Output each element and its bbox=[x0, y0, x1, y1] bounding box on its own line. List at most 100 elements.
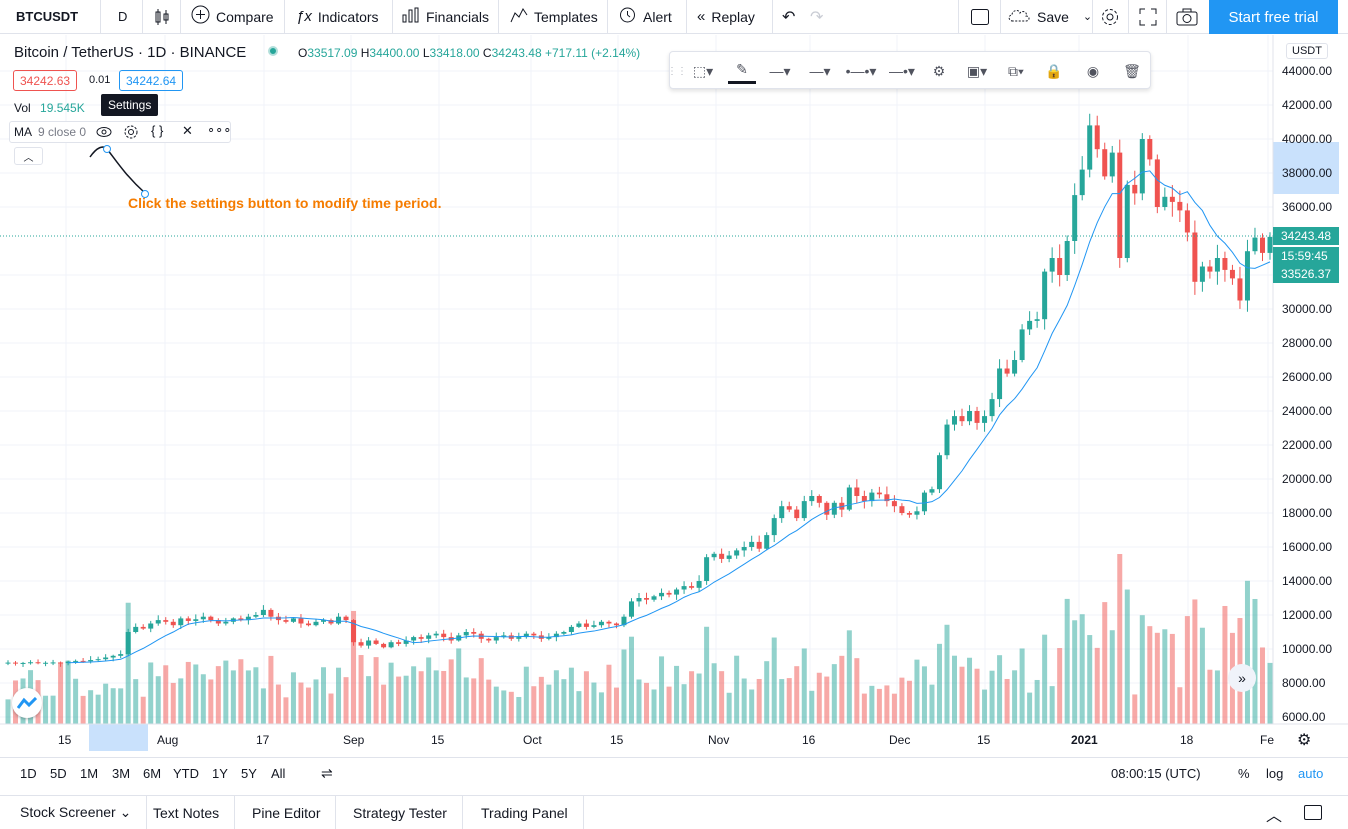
source-code-icon[interactable]: { } bbox=[151, 123, 164, 138]
visual-order-icon[interactable]: ▣▾ bbox=[966, 62, 988, 79]
currency-label[interactable]: USDT bbox=[1286, 43, 1328, 59]
range-ytd[interactable]: YTD bbox=[173, 766, 199, 781]
percent-toggle[interactable]: % bbox=[1238, 766, 1250, 781]
more-icon[interactable]: ∘∘∘ bbox=[207, 122, 232, 137]
chevron-down-icon[interactable]: ⌄ bbox=[1082, 11, 1093, 23]
interval-button[interactable]: D bbox=[118, 9, 128, 24]
price-chart[interactable]: 44000.00 42000.00 40000.00 38000.00 36000.00… bbox=[0, 35, 1348, 755]
axis-settings-icon[interactable]: ⚙ bbox=[1297, 732, 1312, 749]
camera-icon[interactable] bbox=[1176, 0, 1198, 33]
alert-button[interactable]: Alert bbox=[618, 0, 672, 33]
volume-bar bbox=[523, 666, 529, 724]
chevron-up-icon[interactable]: ︿ bbox=[1266, 808, 1283, 825]
template-icon[interactable]: ⬚▾ bbox=[692, 62, 714, 79]
volume-bar bbox=[1214, 670, 1220, 724]
pencil-icon[interactable]: ✎ bbox=[728, 58, 756, 84]
candle-body bbox=[1154, 159, 1160, 207]
fullscreen-icon[interactable] bbox=[1139, 0, 1157, 33]
line-style-icon[interactable]: •—•▾ bbox=[845, 62, 877, 79]
range-6m[interactable]: 6M bbox=[143, 766, 162, 781]
eye-icon[interactable] bbox=[96, 125, 112, 142]
tab-stock-screener[interactable]: Stock Screener ⌄ bbox=[5, 796, 148, 829]
indicators-button[interactable]: ƒx Indicators bbox=[296, 0, 379, 33]
line-width-icon[interactable]: —▾ bbox=[809, 62, 831, 79]
start-free-trial-button[interactable]: Start free trial bbox=[1209, 0, 1338, 34]
financials-button[interactable]: Financials bbox=[402, 0, 489, 33]
tab-trading-panel[interactable]: Trading Panel bbox=[466, 796, 584, 829]
candles-icon[interactable] bbox=[154, 0, 170, 33]
line-end-icon[interactable]: —•▾ bbox=[889, 62, 915, 79]
candle-body bbox=[1094, 125, 1100, 150]
candle-body bbox=[305, 623, 311, 626]
buy-price[interactable]: 34242.64 bbox=[119, 70, 184, 91]
symbol-title[interactable]: Bitcoin / TetherUS · 1D · BINANCE bbox=[14, 44, 247, 61]
candle-body bbox=[801, 501, 807, 519]
volume-bar bbox=[839, 655, 845, 724]
compare-button[interactable]: Compare bbox=[191, 0, 274, 33]
candle-body bbox=[869, 492, 875, 502]
volume-bar bbox=[478, 658, 484, 724]
time-label: Oct bbox=[523, 733, 542, 747]
range-all[interactable]: All bbox=[271, 766, 286, 781]
range-1m[interactable]: 1M bbox=[80, 766, 99, 781]
volume-bar bbox=[1244, 580, 1250, 724]
clone-icon[interactable]: ⧉▾ bbox=[1008, 62, 1024, 79]
tradingview-logo-icon[interactable] bbox=[12, 688, 42, 718]
maximize-panel-icon[interactable] bbox=[1304, 805, 1322, 820]
undo-icon[interactable]: ↶ bbox=[782, 8, 796, 26]
collapse-legend-button[interactable]: ︿ bbox=[14, 147, 43, 165]
auto-toggle[interactable]: auto bbox=[1298, 766, 1324, 781]
candle-body bbox=[1177, 201, 1183, 211]
candle-body bbox=[13, 662, 19, 664]
volume-bar bbox=[358, 655, 364, 724]
price-label: 18000.00 bbox=[1282, 506, 1332, 520]
volume-bar bbox=[891, 693, 897, 724]
volume-bar bbox=[493, 686, 499, 724]
symbol-search[interactable]: BTCUSDT bbox=[16, 9, 79, 24]
drag-handle-icon[interactable]: ⋮⋮ bbox=[667, 65, 687, 77]
volume-bar bbox=[336, 667, 342, 724]
volume-bar bbox=[674, 665, 680, 724]
date-range-icon[interactable]: ⇌ bbox=[321, 765, 333, 781]
volume-bar bbox=[846, 630, 852, 724]
line-color-icon[interactable]: —▾ bbox=[769, 62, 791, 79]
settings-icon[interactable]: ⚙ bbox=[932, 62, 946, 79]
settings-tooltip: Settings bbox=[101, 94, 159, 116]
log-toggle[interactable]: log bbox=[1266, 766, 1284, 781]
close-icon[interactable]: ✕ bbox=[182, 123, 193, 138]
time-label: 15 bbox=[610, 733, 624, 747]
sell-price[interactable]: 34242.63 bbox=[13, 70, 78, 91]
volume-bar bbox=[906, 680, 912, 724]
volume-bar bbox=[982, 689, 988, 724]
templates-button[interactable]: Templates bbox=[510, 0, 598, 33]
settings-gear-icon[interactable] bbox=[123, 124, 139, 143]
range-1y[interactable]: 1Y bbox=[212, 766, 228, 781]
scroll-right-icon[interactable]: » bbox=[1228, 664, 1256, 692]
range-3m[interactable]: 3M bbox=[112, 766, 131, 781]
redo-icon[interactable]: ↷ bbox=[810, 8, 824, 26]
candle-body bbox=[831, 502, 837, 515]
bar-chart-icon bbox=[402, 7, 420, 27]
volume-bar bbox=[1019, 648, 1025, 724]
ma-indicator-legend[interactable]: MA 9 close 0 { } ✕ ∘∘∘ bbox=[9, 121, 231, 143]
eye-icon[interactable]: ◉ bbox=[1086, 62, 1100, 79]
range-5y[interactable]: 5Y bbox=[241, 766, 257, 781]
tab-text-notes[interactable]: Text Notes bbox=[138, 796, 236, 829]
utc-clock[interactable]: 08:00:15 (UTC) bbox=[1111, 766, 1201, 781]
volume-bar bbox=[170, 682, 176, 724]
candle-body bbox=[659, 592, 665, 597]
range-5d[interactable]: 5D bbox=[50, 766, 67, 781]
tab-pine-editor[interactable]: Pine Editor bbox=[237, 796, 337, 829]
save-button[interactable]: Save ⌄ bbox=[1007, 0, 1092, 33]
replay-button[interactable]: « Replay bbox=[697, 0, 755, 33]
gear-icon[interactable] bbox=[1100, 0, 1120, 33]
lock-icon[interactable]: 🔒 bbox=[1045, 62, 1063, 79]
annotation-text[interactable]: Click the settings button to modify time… bbox=[128, 195, 442, 211]
range-1d[interactable]: 1D bbox=[20, 766, 37, 781]
trash-icon[interactable]: 🗑 bbox=[1123, 62, 1141, 79]
tab-strategy-tester[interactable]: Strategy Tester bbox=[338, 796, 463, 829]
layout-icon[interactable] bbox=[970, 0, 990, 33]
price-label: 44000.00 bbox=[1282, 64, 1332, 78]
indicators-label: Indicators bbox=[317, 8, 379, 25]
bottom-panel-tabs: Stock Screener ⌄ Text Notes Pine Editor Str… bbox=[0, 795, 1348, 829]
